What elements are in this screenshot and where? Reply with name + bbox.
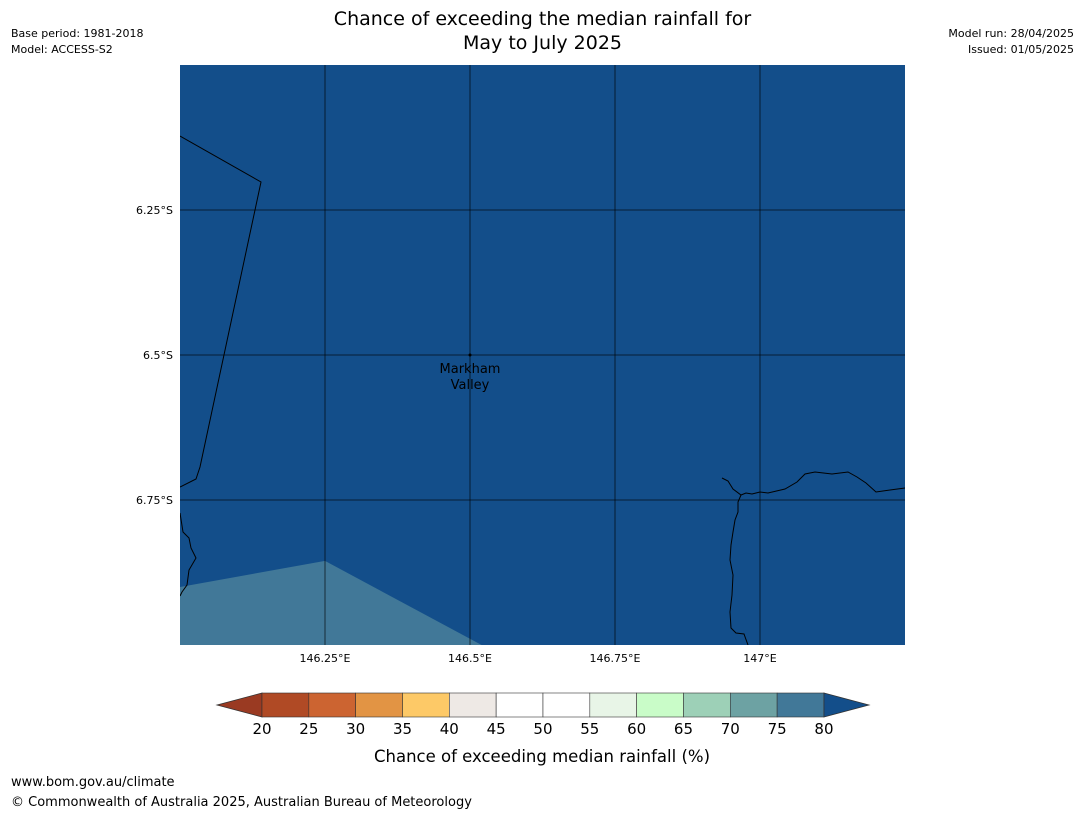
issued-text: Issued: 01/05/2025 [967,43,1074,56]
boundary-lines [180,135,905,645]
lat-tick-label: 6.25°S [136,204,173,217]
lon-tick-label: 147°E [743,652,776,665]
place-marker [468,353,472,357]
place-label-line-2: Valley [451,378,490,393]
colorbar-segment [449,692,497,718]
footer-copyright: © Commonwealth of Australia 2025, Austra… [11,795,472,810]
colorbar-tick-label: 65 [674,720,693,738]
colorbar-tick-label: 30 [346,720,365,738]
lat-tick-label: 6.75°S [136,494,173,507]
colorbar-segment [261,692,310,718]
colorbar-segment [355,692,403,718]
lon-tick-label: 146.25°E [300,652,351,665]
colorbar-low-extension [215,692,263,718]
place-label-line-1: Markham [440,362,501,377]
lon-tick-label: 146.5°E [448,652,492,665]
coastline-river [729,494,749,645]
colorbar-tick-label: 35 [393,720,412,738]
colorbar-tick-label: 60 [627,720,646,738]
map-title: Chance of exceeding the median rainfall … [0,7,1085,55]
base-period-text: Base period: 1981-2018 [11,27,144,40]
latitude-tick-labels: 6.25°S 6.5°S 6.75°S [136,204,173,507]
metadata-left: Base period: 1981-2018 Model: ACCESS-S2 [11,26,143,58]
model-run-text: Model run: 28/04/2025 [948,27,1074,40]
longitude-tick-labels: 146.25°E 146.5°E 146.75°E 147°E [300,652,777,665]
colorbar-segment [495,692,544,718]
colorbar-segment [636,692,684,718]
colorbar-segment [729,692,778,718]
metadata-right: Model run: 28/04/2025 Issued: 01/05/2025 [948,26,1074,58]
colorbar-title: Chance of exceeding median rainfall (%) [374,747,710,766]
colorbar-high-extension [823,692,871,718]
forecast-region-70-75 [180,560,482,645]
colorbar-segment [308,692,356,718]
colorbar-segment [589,692,637,718]
colorbar-tick-label: 75 [768,720,787,738]
lon-tick-label: 146.75°E [590,652,641,665]
colorbar-tick-label: 45 [487,720,506,738]
colorbar-tick-label: 25 [299,720,318,738]
footer-url: www.bom.gov.au/climate [11,775,175,790]
colorbar: 20 25 30 35 40 45 50 55 60 65 70 75 80 [215,692,871,738]
colorbar-tick-label: 55 [580,720,599,738]
model-text: Model: ACCESS-S2 [11,43,113,56]
colorbar-segment [402,692,450,718]
colorbar-tick-label: 50 [533,720,552,738]
colorbar-tick-label: 80 [814,720,833,738]
colorbar-segment [776,692,825,718]
border-line [180,135,262,488]
lat-tick-label: 6.5°S [143,349,173,362]
colorbar-segment [542,692,591,718]
colorbar-segment [683,692,731,718]
coastline-west [180,512,197,597]
title-line-2: May to July 2025 [463,32,622,54]
colorbar-tick-label: 40 [440,720,459,738]
colorbar-tick-label: 70 [721,720,740,738]
colorbar-tick-label: 20 [252,720,271,738]
title-line-1: Chance of exceeding the median rainfall … [333,8,752,30]
